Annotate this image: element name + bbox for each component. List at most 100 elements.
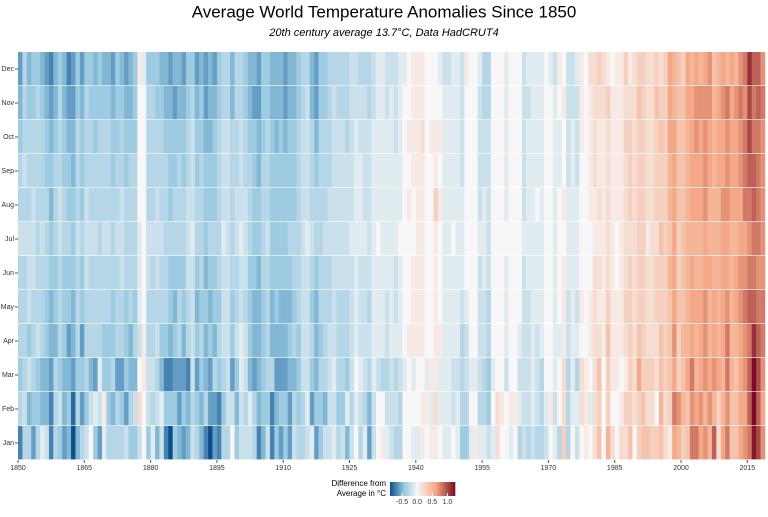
cell — [658, 86, 664, 120]
cell — [698, 188, 704, 222]
cell — [48, 222, 54, 256]
cell — [535, 86, 540, 120]
cell — [415, 86, 421, 120]
cell — [296, 86, 302, 120]
cell — [221, 290, 227, 324]
cell — [110, 154, 116, 188]
cell — [601, 426, 607, 460]
cell — [437, 86, 443, 120]
cell — [225, 154, 231, 188]
cell — [269, 120, 275, 154]
cell — [490, 324, 496, 358]
cell — [225, 426, 231, 460]
cell — [658, 392, 664, 426]
colorbar-step — [454, 482, 456, 496]
cell — [703, 256, 708, 290]
cell — [636, 324, 642, 358]
cell — [402, 358, 408, 392]
cell — [694, 324, 699, 358]
cell — [353, 52, 359, 86]
cell — [44, 392, 50, 426]
cell — [508, 256, 514, 290]
cell — [84, 358, 90, 392]
cell — [521, 222, 527, 256]
cell — [35, 52, 41, 86]
cell — [561, 392, 567, 426]
cell — [44, 358, 50, 392]
cell — [566, 392, 571, 426]
cell — [124, 426, 129, 460]
cell — [588, 324, 593, 358]
cell — [132, 358, 138, 392]
cell — [300, 154, 306, 188]
legend-title: Average in °C — [337, 489, 387, 498]
cell — [473, 426, 478, 460]
cell — [654, 358, 660, 392]
cell — [499, 86, 505, 120]
cell — [460, 86, 465, 120]
cell — [22, 426, 28, 460]
cell — [84, 120, 90, 154]
x-tick-label: 1985 — [607, 465, 623, 472]
cell — [406, 358, 412, 392]
cell — [446, 86, 452, 120]
cell — [676, 392, 682, 426]
cell — [574, 426, 580, 460]
cell — [694, 256, 699, 290]
cell — [48, 120, 54, 154]
cell — [252, 256, 257, 290]
cell — [526, 222, 532, 256]
cell — [340, 324, 346, 358]
cell — [570, 120, 576, 154]
cell — [703, 392, 708, 426]
cell — [318, 290, 324, 324]
cell — [106, 392, 112, 426]
cell — [552, 290, 558, 324]
cell — [300, 392, 306, 426]
cell — [588, 52, 593, 86]
cell — [62, 52, 67, 86]
cell — [473, 256, 478, 290]
cell — [433, 256, 439, 290]
cell — [663, 120, 669, 154]
cell — [468, 52, 474, 86]
cell — [212, 324, 218, 358]
cell — [177, 392, 182, 426]
cell — [530, 392, 536, 426]
cell — [751, 290, 757, 324]
cell — [203, 290, 209, 324]
cell — [437, 120, 443, 154]
cell — [48, 256, 54, 290]
cell — [406, 188, 412, 222]
cell — [477, 358, 483, 392]
colorbar-step — [425, 482, 427, 496]
cell — [278, 426, 284, 460]
cell — [296, 188, 302, 222]
cell — [88, 154, 94, 188]
cell — [163, 52, 169, 86]
cell — [464, 86, 470, 120]
cell — [309, 86, 315, 120]
cell — [155, 256, 160, 290]
cell — [380, 86, 386, 120]
cell — [252, 392, 257, 426]
cell — [362, 222, 368, 256]
cell — [128, 392, 134, 426]
cell — [57, 256, 63, 290]
cell — [309, 426, 315, 460]
cell — [751, 256, 757, 290]
cell — [499, 358, 505, 392]
cell — [362, 120, 368, 154]
cell — [75, 324, 81, 358]
cell — [128, 154, 134, 188]
cell — [539, 290, 545, 324]
cell — [698, 392, 704, 426]
cell — [464, 426, 470, 460]
cell — [738, 426, 744, 460]
cell — [588, 256, 593, 290]
cell — [106, 324, 112, 358]
colorbar-step — [414, 482, 416, 496]
cell — [592, 154, 598, 188]
cell — [557, 86, 562, 120]
cell — [252, 358, 257, 392]
